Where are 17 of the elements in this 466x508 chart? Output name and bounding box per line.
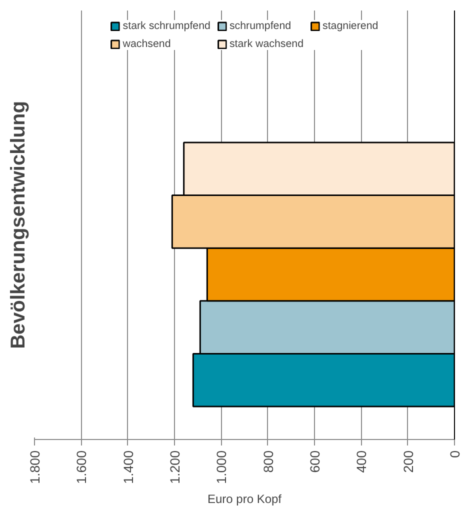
x-tick-label: 200 bbox=[400, 450, 416, 473]
x-tick-label: 800 bbox=[260, 450, 276, 473]
x-tick-label: 1.400 bbox=[120, 450, 136, 484]
x-axis-title: Euro pro Kopf bbox=[207, 492, 282, 506]
x-tick-label: 400 bbox=[354, 450, 370, 473]
x-tick-label: 1.800 bbox=[28, 450, 42, 484]
x-tick-label: 1.000 bbox=[214, 450, 230, 484]
legend-label: stark schrumpfend bbox=[122, 20, 210, 32]
legend-label: stagnierend bbox=[322, 20, 378, 32]
legend-label: wachsend bbox=[122, 38, 171, 50]
legend-label: stark wachsend bbox=[229, 38, 304, 50]
x-tick-label: 1.200 bbox=[168, 450, 182, 484]
legend-label: schrumpfend bbox=[229, 20, 292, 32]
x-tick-label: 0 bbox=[448, 450, 462, 458]
x-tick-label: 600 bbox=[308, 450, 322, 473]
x-tick-label: 1.600 bbox=[74, 450, 90, 484]
text: Bevölkerungsentwicklung bbox=[8, 101, 30, 349]
